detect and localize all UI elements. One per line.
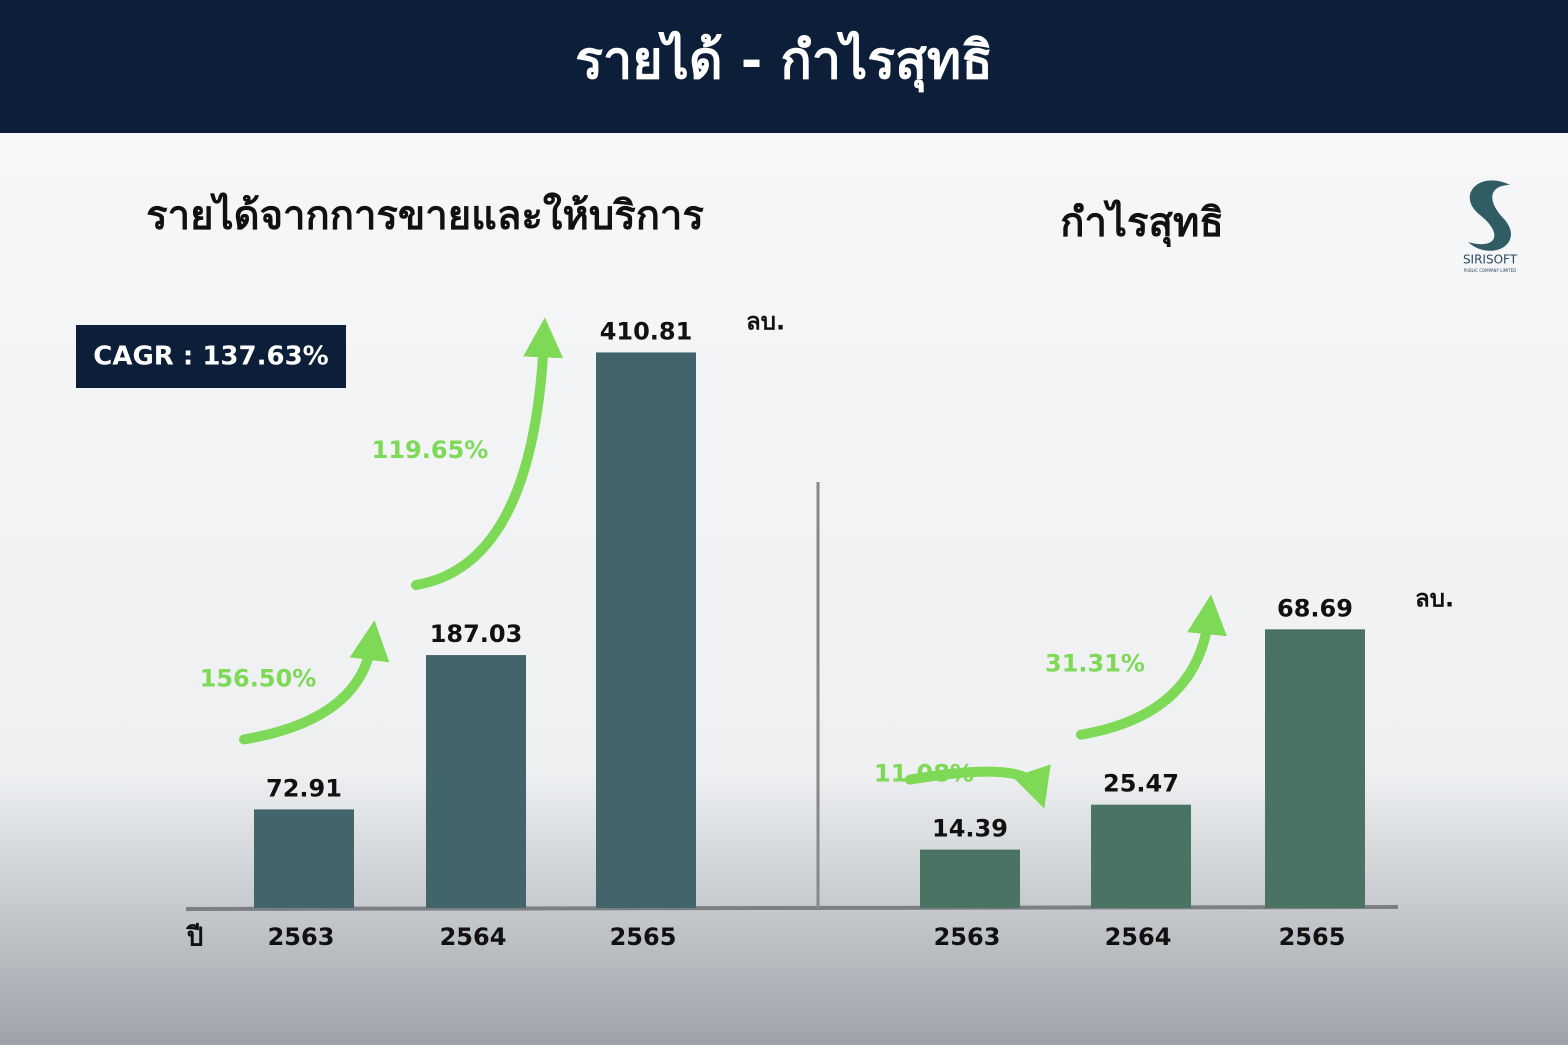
growth-arrow <box>1076 594 1227 740</box>
value-label: 25.47 <box>1103 770 1179 798</box>
chart-title: กำไรสุทธิ <box>1060 199 1223 248</box>
value-label: 187.03 <box>430 620 523 648</box>
bar <box>426 655 526 908</box>
chart-title: รายได้จากการขายและให้บริการ <box>146 192 704 239</box>
bar <box>1265 629 1365 908</box>
page-title: รายได้ - กำไรสุทธิ <box>575 30 993 93</box>
header <box>0 0 1568 133</box>
growth-label: 11.08% <box>874 760 974 788</box>
value-label: 14.39 <box>932 815 1008 843</box>
logo-subtitle: PUBLIC COMPANY LIMITED <box>1464 268 1517 273</box>
value-label: 68.69 <box>1277 594 1353 622</box>
cagr-label: CAGR : 137.63% <box>93 342 328 372</box>
unit-label: ลบ. <box>1415 584 1454 612</box>
x-tick-label: 2563 <box>268 923 335 951</box>
cagr-box <box>76 325 346 388</box>
x-tick-label: 2564 <box>440 923 507 951</box>
bar <box>596 352 696 909</box>
growth-label: 156.50% <box>200 665 317 693</box>
growth-arrow <box>411 317 564 591</box>
logo: SIRISOFT PUBLIC COMPANY LIMITED <box>1463 180 1518 273</box>
x-axis-label: ปี <box>186 923 204 953</box>
x-tick-label: 2563 <box>934 923 1001 951</box>
bar <box>1091 804 1191 908</box>
growth-arrow <box>239 620 390 745</box>
bar <box>254 809 354 908</box>
value-label: 72.91 <box>266 774 342 802</box>
x-tick-label: 2565 <box>610 923 677 951</box>
logo-name: SIRISOFT <box>1463 253 1518 267</box>
growth-label: 119.65% <box>372 436 489 464</box>
x-tick-label: 2564 <box>1105 923 1172 951</box>
logo-mark <box>1468 180 1511 251</box>
growth-label: 31.31% <box>1045 649 1145 677</box>
bar <box>920 849 1020 908</box>
unit-label: ลบ. <box>746 307 785 335</box>
baseline <box>185 905 1399 911</box>
growth-arrow <box>905 764 1051 809</box>
x-tick-label: 2565 <box>1279 923 1346 951</box>
value-label: 410.81 <box>600 317 693 345</box>
